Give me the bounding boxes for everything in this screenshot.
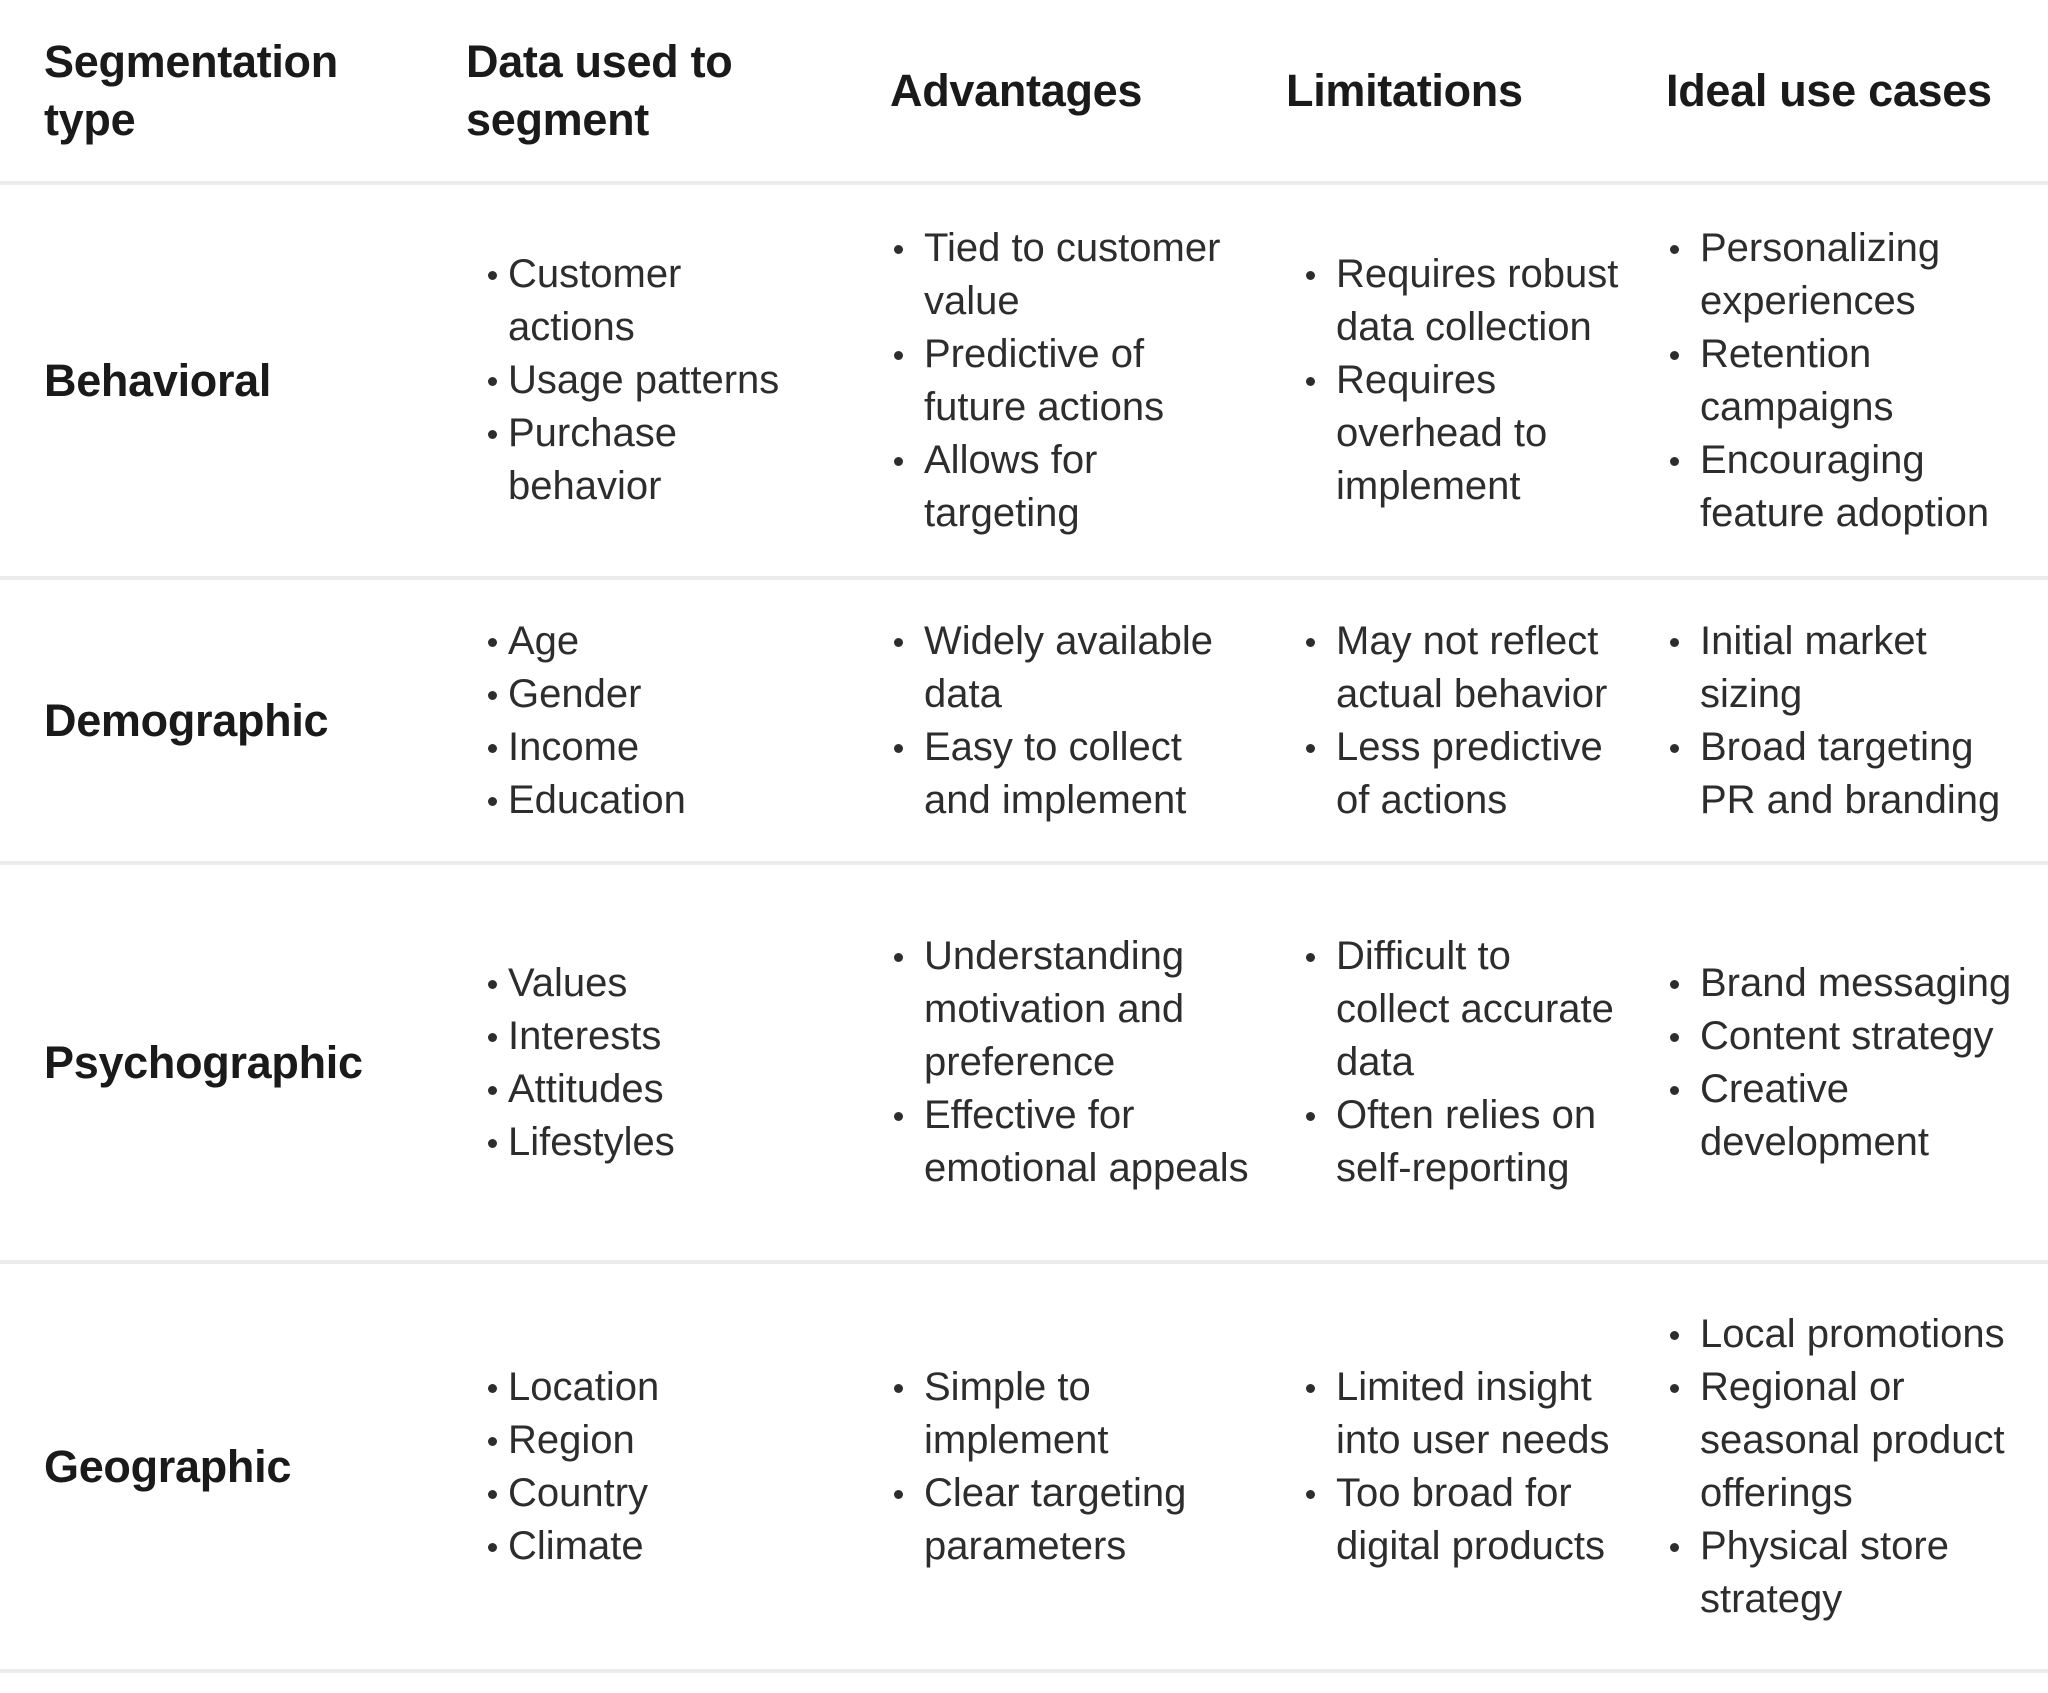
bullet-item: Clear targeting parameters [884,1467,1280,1573]
bullet-item: Requires overhead to implement [1280,354,1660,513]
bullet-item: Lifestyles [460,1116,884,1169]
row-label-geographic: Geographic [0,1262,460,1673]
bullet-item: Values [460,957,884,1010]
bullet-item: Gender [460,668,884,721]
bullet-list: Brand messaging Content strategy Creativ… [1660,957,2048,1169]
bullet-item: Attitudes [460,1063,884,1116]
bullet-item: Allows for targeting [884,434,1280,540]
cell-behavioral-data: Customer actions Usage patterns Purchase… [460,183,884,580]
bullet-item: Limited insight into user needs [1280,1361,1660,1467]
bullet-list: Personalizing experiences Retention camp… [1660,222,2048,540]
bullet-item: May not reflect actual behavior [1280,615,1660,721]
cell-demographic-advantages: Widely available data Easy to collect an… [884,578,1280,865]
cell-psychographic-use-cases: Brand messaging Content strategy Creativ… [1660,863,2048,1264]
cell-psychographic-advantages: Understanding motivation and preference … [884,863,1280,1264]
bullet-item: Often relies on self-reporting [1280,1089,1660,1195]
bullet-item: Creative development [1660,1063,2048,1169]
bullet-list: Understanding motivation and preference … [884,930,1280,1195]
cell-psychographic-limitations: Difficult to collect accurate data Often… [1280,863,1660,1264]
bullet-item: Customer actions [460,248,884,354]
cell-demographic-use-cases: Initial market sizing Broad targeting PR… [1660,578,2048,865]
cell-geographic-advantages: Simple to implement Clear targeting para… [884,1262,1280,1673]
cell-demographic-data: Age Gender Income Education [460,578,884,865]
bullet-item: Climate [460,1520,884,1573]
header-limitations: Limitations [1280,0,1660,185]
bullet-item: Personalizing experiences [1660,222,2048,328]
bullet-item: Content strategy [1660,1010,2048,1063]
bullet-item: Physical store strategy [1660,1520,2048,1626]
header-advantages: Advantages [884,0,1280,185]
bullet-list: May not reflect actual behavior Less pre… [1280,615,1660,827]
bullet-list: Age Gender Income Education [460,615,884,827]
cell-psychographic-data: Values Interests Attitudes Lifestyles [460,863,884,1264]
header-segmentation-type: Segmentation type [0,0,460,185]
row-label-psychographic: Psychographic [0,863,460,1264]
bullet-list: Difficult to collect accurate data Often… [1280,930,1660,1195]
bullet-item: Effective for emotional appeals [884,1089,1280,1195]
cell-behavioral-use-cases: Personalizing experiences Retention camp… [1660,183,2048,580]
bullet-item: Location [460,1361,884,1414]
bullet-list: Simple to implement Clear targeting para… [884,1361,1280,1573]
bullet-item: Purchase behavior [460,407,884,513]
bullet-item: Tied to customer value [884,222,1280,328]
bullet-list: Tied to customer value Predictive of fut… [884,222,1280,540]
bullet-list: Local promotions Regional or seasonal pr… [1660,1308,2048,1626]
table-row-demographic: Demographic Age Gender Income Education … [0,578,2048,865]
bullet-item: Widely available data [884,615,1280,721]
bullet-item: Requires robust data collection [1280,248,1660,354]
bullet-item: Difficult to collect accurate data [1280,930,1660,1089]
row-label-demographic: Demographic [0,578,460,865]
bullet-item: Initial market sizing [1660,615,2048,721]
bullet-list: Requires robust data collection Requires… [1280,248,1660,513]
cell-geographic-limitations: Limited insight into user needs Too broa… [1280,1262,1660,1673]
bullet-item: Region [460,1414,884,1467]
bullet-list: Customer actions Usage patterns Purchase… [460,248,884,513]
table-header-row: Segmentation type Data used to segment A… [0,0,2048,185]
bullet-item: Broad targeting PR and branding [1660,721,2048,827]
cell-geographic-data: Location Region Country Climate [460,1262,884,1673]
bullet-list: Values Interests Attitudes Lifestyles [460,957,884,1169]
bullet-list: Initial market sizing Broad targeting PR… [1660,615,2048,827]
table-row-psychographic: Psychographic Values Interests Attitudes… [0,863,2048,1264]
bullet-item: Local promotions [1660,1308,2048,1361]
bullet-item: Income [460,721,884,774]
bullet-item: Understanding motivation and preference [884,930,1280,1089]
cell-demographic-limitations: May not reflect actual behavior Less pre… [1280,578,1660,865]
cell-behavioral-advantages: Tied to customer value Predictive of fut… [884,183,1280,580]
bullet-item: Retention campaigns [1660,328,2048,434]
bullet-item: Too broad for digital products [1280,1467,1660,1573]
bullet-item: Country [460,1467,884,1520]
cell-geographic-use-cases: Local promotions Regional or seasonal pr… [1660,1262,2048,1673]
bullet-item: Education [460,774,884,827]
header-ideal-use-cases: Ideal use cases [1660,0,2048,185]
bullet-item: Usage patterns [460,354,884,407]
cell-behavioral-limitations: Requires robust data collection Requires… [1280,183,1660,580]
bullet-item: Predictive of future actions [884,328,1280,434]
bullet-item: Interests [460,1010,884,1063]
bullet-item: Age [460,615,884,668]
row-label-behavioral: Behavioral [0,183,460,580]
bullet-item: Easy to collect and implement [884,721,1280,827]
bullet-item: Encouraging feature adoption [1660,434,2048,540]
bullet-list: Location Region Country Climate [460,1361,884,1573]
bullet-list: Widely available data Easy to collect an… [884,615,1280,827]
bullet-item: Regional or seasonal product offerings [1660,1361,2048,1520]
header-data-used-to-segment: Data used to segment [460,0,884,185]
table-row-geographic: Geographic Location Region Country Clima… [0,1262,2048,1673]
bullet-item: Brand messaging [1660,957,2048,1010]
bullet-list: Limited insight into user needs Too broa… [1280,1361,1660,1573]
table-row-behavioral: Behavioral Customer actions Usage patter… [0,183,2048,580]
bullet-item: Simple to implement [884,1361,1280,1467]
bullet-item: Less predictive of actions [1280,721,1660,827]
